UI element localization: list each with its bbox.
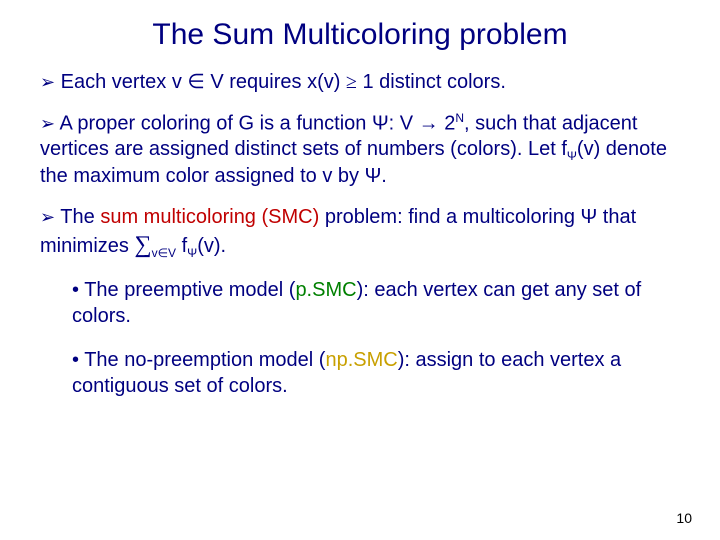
bullet-2: ➢ A proper coloring of G is a function Ψ… xyxy=(40,111,680,189)
sub-2-text-a: The xyxy=(84,349,124,371)
dot-icon: • xyxy=(72,279,79,301)
sum-sub: v∈V xyxy=(152,246,176,260)
sub-2-em: no-preemption xyxy=(124,349,253,371)
bullet-3-text-d: (v). xyxy=(197,235,226,257)
slide-title: The Sum Multicoloring problem xyxy=(40,18,680,52)
bullet-1: ➢ Each vertex v ∈ V requires x(v) ≥ 1 di… xyxy=(40,70,680,95)
page-number: 10 xyxy=(676,510,692,526)
bullet-3-text-a: The xyxy=(60,206,100,228)
bullet-1-text-b: V requires x(v) xyxy=(205,71,346,93)
bullet-2-text-a: A proper coloring of G is a function Ψ: … xyxy=(60,113,456,135)
sub-1-em: preemptive xyxy=(124,279,223,301)
geq-symbol: ≥ xyxy=(346,71,357,93)
psmc-label: p.SMC xyxy=(295,279,356,301)
elem-symbol: ∈ xyxy=(187,71,204,93)
sub-1-text-a: The xyxy=(84,279,124,301)
bullet-arrow-icon: ➢ xyxy=(40,72,55,92)
bullet-arrow-icon: ➢ xyxy=(40,207,55,227)
smc-label: sum multicoloring (SMC) xyxy=(100,206,319,228)
slide-content: The Sum Multicoloring problem ➢ Each ver… xyxy=(0,0,720,437)
npsmc-label: np.SMC xyxy=(325,349,397,371)
bullet-1-text-a: Each vertex v xyxy=(61,71,188,93)
sup-n: N xyxy=(455,111,464,125)
sub-bullet-2: • The no-preemption model (np.SMC): assi… xyxy=(72,347,680,399)
sum-symbol: ∑ xyxy=(134,232,151,258)
sub-psi-2: Ψ xyxy=(187,246,197,260)
bullet-1-text-c: 1 distinct colors. xyxy=(357,71,506,93)
bullet-arrow-icon: ➢ xyxy=(40,114,55,134)
dot-icon: • xyxy=(72,349,79,371)
sub-bullet-1: • The preemptive model (p.SMC): each ver… xyxy=(72,277,680,329)
sub-psi: Ψ xyxy=(567,149,577,163)
sub-2-text-b: model ( xyxy=(253,349,325,371)
bullet-3: ➢ The sum multicoloring (SMC) problem: f… xyxy=(40,205,680,261)
bullet-3-text-c: f xyxy=(176,235,187,257)
sub-1-text-b: model ( xyxy=(223,279,295,301)
